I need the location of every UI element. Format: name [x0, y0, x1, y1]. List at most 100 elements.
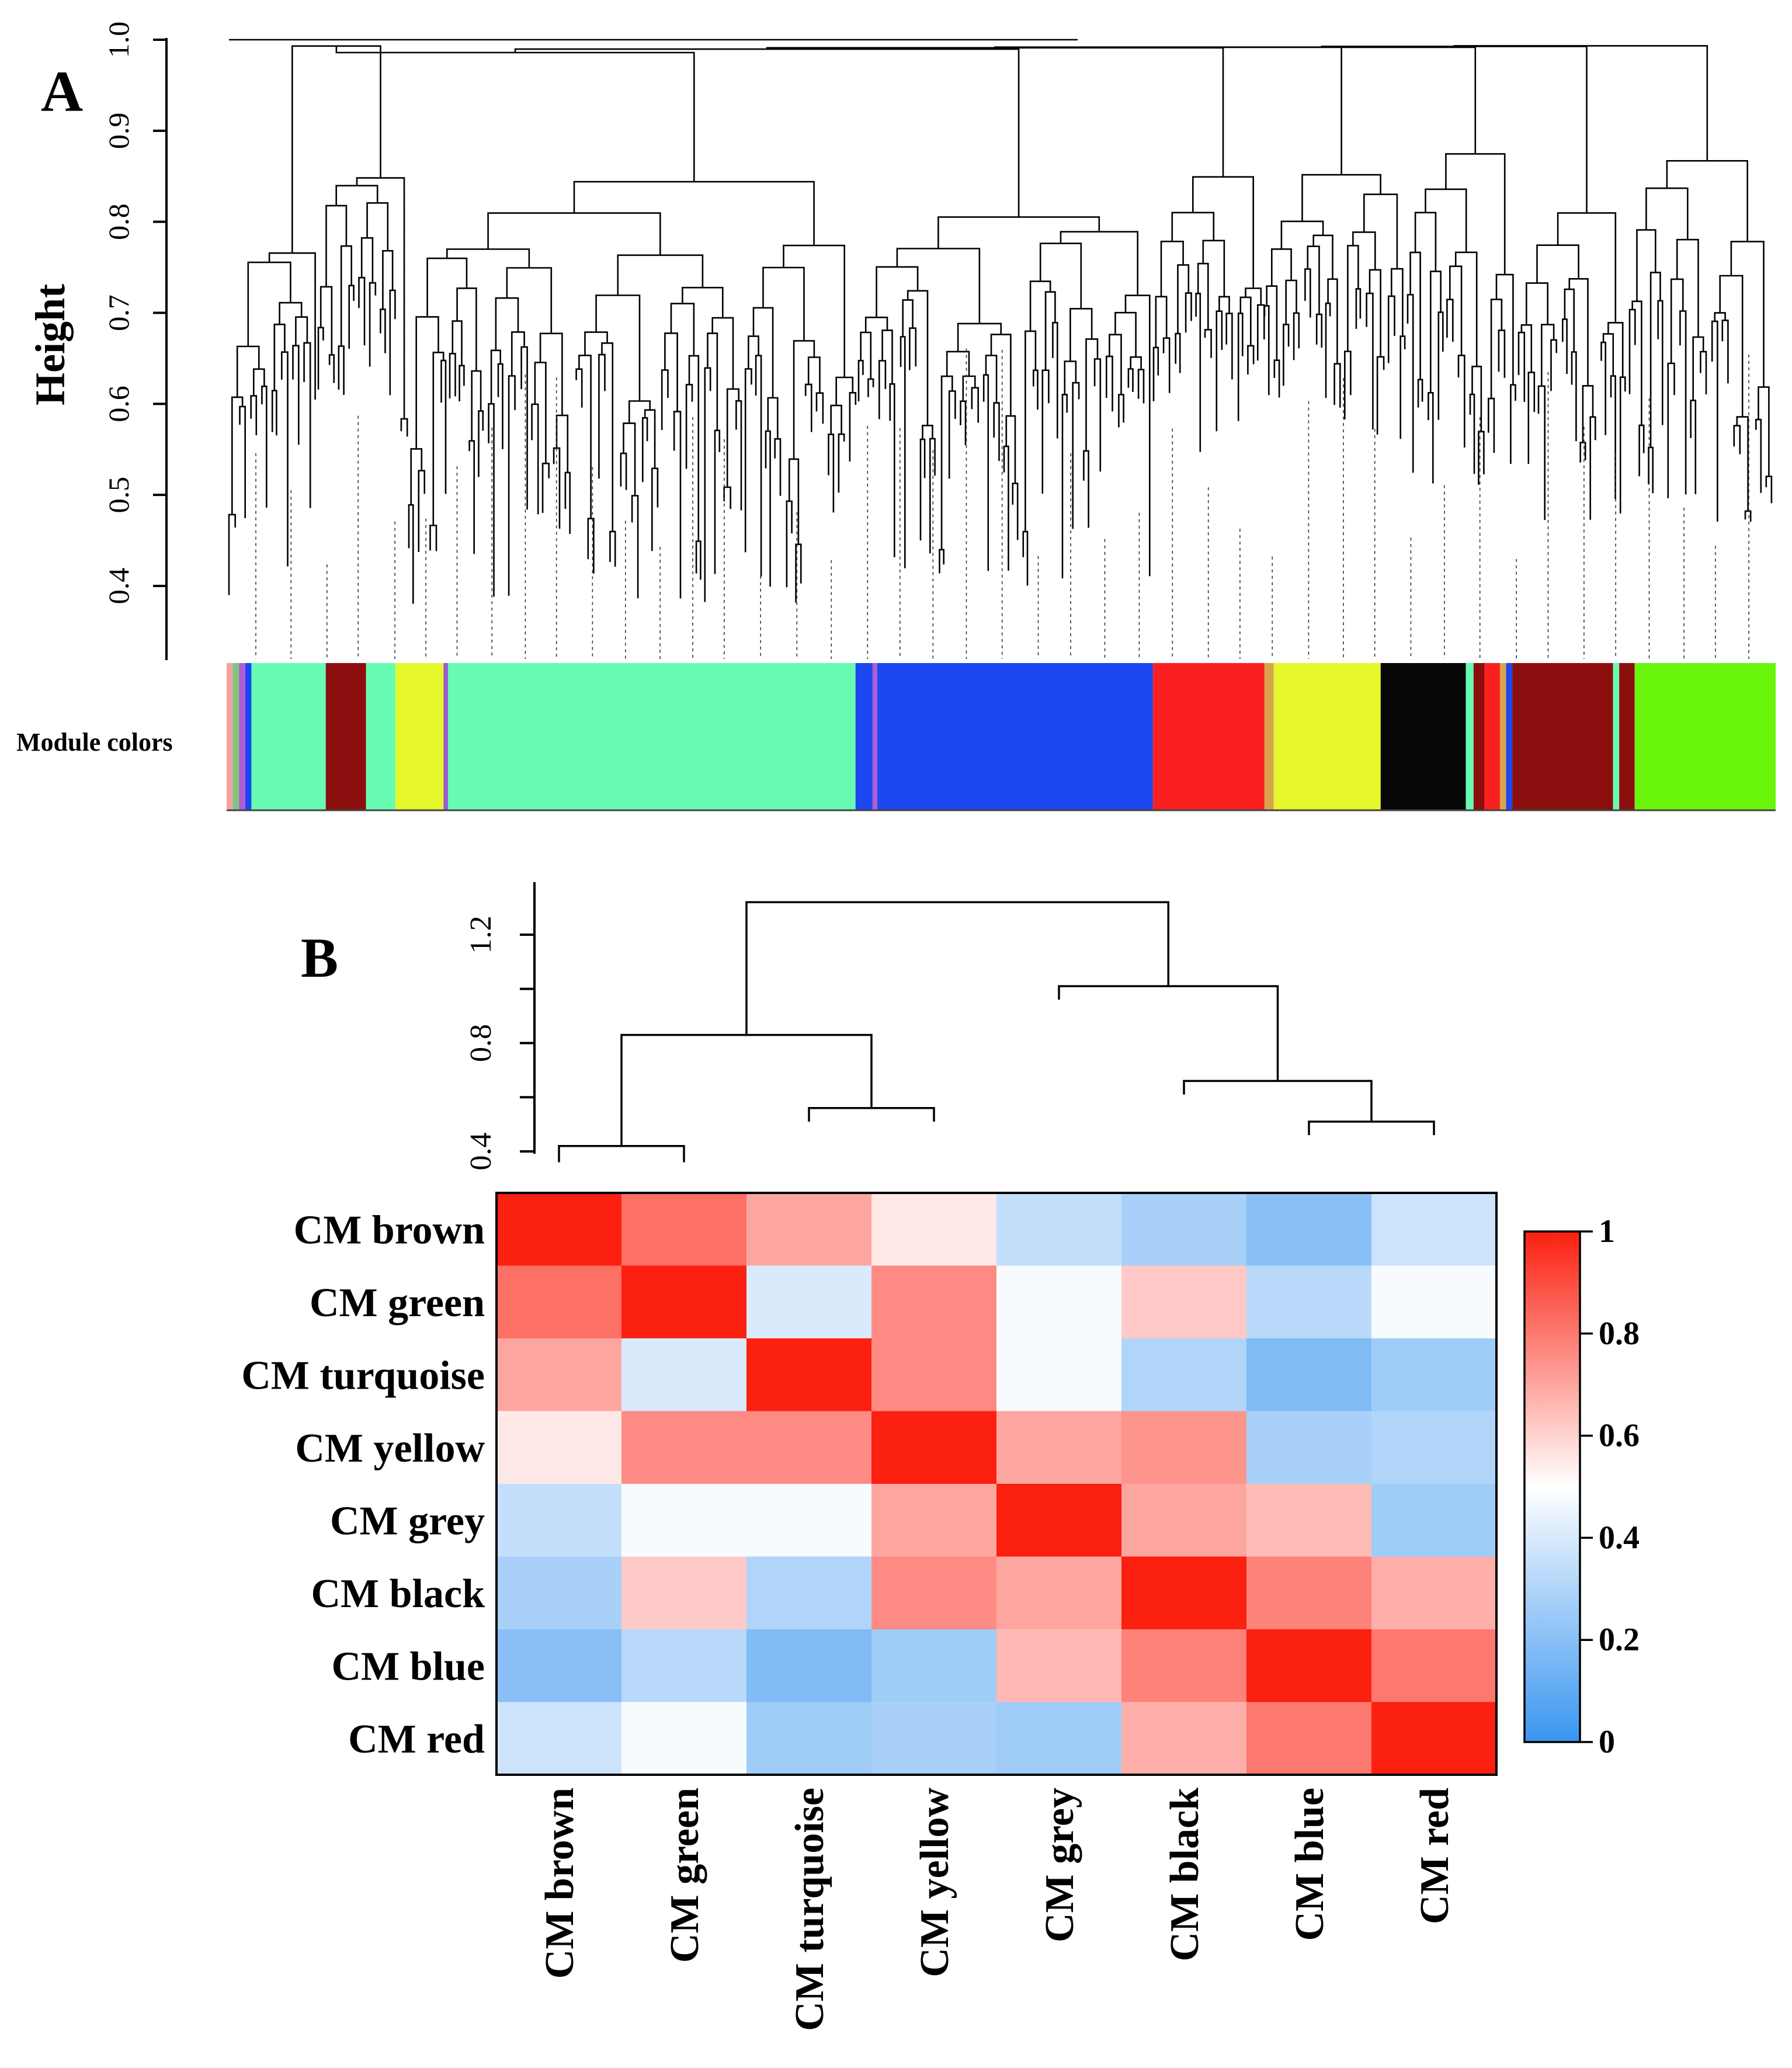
- heatmap-cell: [621, 1556, 747, 1630]
- y-tick-label: 0.7: [102, 294, 135, 331]
- color-scale-tick-label: 0.6: [1599, 1418, 1640, 1454]
- module-color-bar: [227, 663, 1776, 811]
- heatmap-cell: [1246, 1265, 1372, 1339]
- heatmap-column-label: CM green: [662, 1788, 707, 1963]
- heatmap-cell: [1121, 1556, 1247, 1630]
- heatmap-cell: [1371, 1193, 1497, 1267]
- heatmap-cell: [746, 1193, 872, 1267]
- y-tick-label: 1.0: [102, 22, 135, 58]
- panel-a-y-ticks: 0.4 0.5 0.6 0.7 0.8 0.9 1.0: [102, 22, 166, 605]
- module-color-segment: [448, 663, 856, 810]
- heatmap-cell: [1121, 1411, 1247, 1484]
- heatmap-cell: [496, 1629, 622, 1703]
- heatmap-cell: [496, 1702, 622, 1775]
- heatmap-cell: [746, 1338, 872, 1412]
- heatmap-cell: [1371, 1702, 1497, 1775]
- panel-b-label: B: [301, 927, 338, 989]
- color-scale-bar: [1523, 1230, 1581, 1743]
- module-color-segment: [1619, 663, 1635, 810]
- panel-a-label: A: [41, 59, 83, 124]
- y-tick-label: 0.4: [102, 568, 135, 605]
- module-color-segment: [366, 663, 396, 810]
- heatmap-cell: [1246, 1411, 1372, 1484]
- module-color-segment: [1634, 663, 1776, 810]
- module-color-segment: [855, 663, 873, 810]
- heatmap-cell: [746, 1629, 872, 1703]
- heatmap-color-scale: 0 0.2 0.4 0.6 0.8 1: [1523, 1213, 1640, 1760]
- heatmap-cell: [621, 1702, 747, 1775]
- module-color-segment: [1506, 663, 1513, 810]
- panel-a: A Height 0.4 0.5 0.6 0.7 0.8 0.9 1.0 Module co…: [16, 22, 1776, 811]
- height-axis-label: Height: [27, 284, 74, 405]
- module-color-segment: [1613, 663, 1620, 810]
- module-color-segment: [1512, 663, 1613, 810]
- heatmap-cell: [996, 1338, 1122, 1412]
- y-tick-label: 0.8: [102, 203, 135, 240]
- heatmap-column-labels: CM brown CM green CM turquoise CM yellow CM …: [537, 1788, 1457, 2031]
- heatmap-row-labels: CM brown CM green CM turquoise CM yellow CM …: [241, 1208, 485, 1762]
- color-scale-tick-label: 0.4: [1599, 1519, 1640, 1556]
- heatmap-cell: [746, 1411, 872, 1484]
- heatmap-cell: [1371, 1265, 1497, 1339]
- eigengene-dendrogram: [558, 901, 1435, 1163]
- heatmap-cell: [996, 1265, 1122, 1339]
- heatmap-cell: [621, 1411, 747, 1484]
- heatmap-cell: [496, 1556, 622, 1630]
- dendro-merge: [1308, 1120, 1435, 1136]
- module-color-segment: [245, 663, 252, 810]
- heatmap-cell: [621, 1484, 747, 1557]
- module-color-segment: [239, 663, 245, 810]
- module-color-segment: [1264, 663, 1274, 810]
- heatmap-cell: [1371, 1556, 1497, 1630]
- module-colors-label: Module colors: [16, 728, 173, 757]
- heatmap-cell: [996, 1556, 1122, 1630]
- heatmap-cell: [746, 1265, 872, 1339]
- y-tick-label: 0.6: [102, 386, 135, 422]
- heatmap-row-label: CM brown: [294, 1208, 485, 1252]
- heatmap-cell: [996, 1193, 1122, 1267]
- heatmap-cell: [1371, 1338, 1497, 1412]
- heatmap-cell: [1246, 1556, 1372, 1630]
- heatmap-cell: [1121, 1265, 1247, 1339]
- eigengene-dendrogram-ticks: 0.4 0.8 1.2: [464, 916, 534, 1171]
- heatmap-cell: [1121, 1484, 1247, 1557]
- leaf-guide-lines: [255, 348, 1749, 659]
- heatmap-cell: [1121, 1702, 1247, 1775]
- heatmap-cell: [996, 1629, 1122, 1703]
- module-color-segment: [325, 663, 366, 810]
- heatmap-cell: [1246, 1629, 1372, 1703]
- heatmap-cell: [496, 1484, 622, 1557]
- heatmap-cell: [996, 1411, 1122, 1484]
- module-color-segment: [251, 663, 326, 810]
- heatmap-cell: [871, 1484, 997, 1557]
- heatmap-column-label: CM black: [1162, 1788, 1207, 1962]
- heatmap-column-label: CM brown: [537, 1788, 582, 1979]
- heatmap-cell: [1121, 1338, 1247, 1412]
- heatmap-cell: [871, 1265, 997, 1339]
- module-color-segment: [232, 663, 239, 810]
- heatmap-cell: [1371, 1629, 1497, 1703]
- heatmap-cell: [1121, 1193, 1247, 1267]
- heatmap-column-label: CM yellow: [912, 1788, 957, 1977]
- heatmap-row-label: CM green: [310, 1281, 485, 1326]
- heatmap-frame: [495, 1192, 1498, 1776]
- heatmap-cell: [621, 1338, 747, 1412]
- module-color-segment: [1152, 663, 1265, 810]
- dendro-tick-label: 0.8: [464, 1024, 498, 1062]
- heatmap-cell: [621, 1265, 747, 1339]
- heatmap-row-label: CM turquoise: [241, 1353, 485, 1398]
- heatmap-cell: [871, 1629, 997, 1703]
- module-color-segment: [1380, 663, 1466, 810]
- heatmap-column-label: CM red: [1412, 1788, 1457, 1924]
- heatmap-column-label: CM blue: [1287, 1788, 1332, 1941]
- dendro-merge: [620, 1033, 873, 1146]
- dendro-merge: [1058, 985, 1279, 1081]
- gene-dendrogram: [228, 39, 1773, 659]
- module-color-segment: [443, 663, 449, 810]
- heatmap-cell: [1371, 1484, 1497, 1557]
- dendro-merge: [808, 1107, 935, 1122]
- heatmap-cell: [1246, 1193, 1372, 1267]
- color-scale-tick-label: 1: [1599, 1213, 1615, 1250]
- heatmap-cell: [496, 1193, 622, 1267]
- dendro-merge: [1183, 1080, 1373, 1122]
